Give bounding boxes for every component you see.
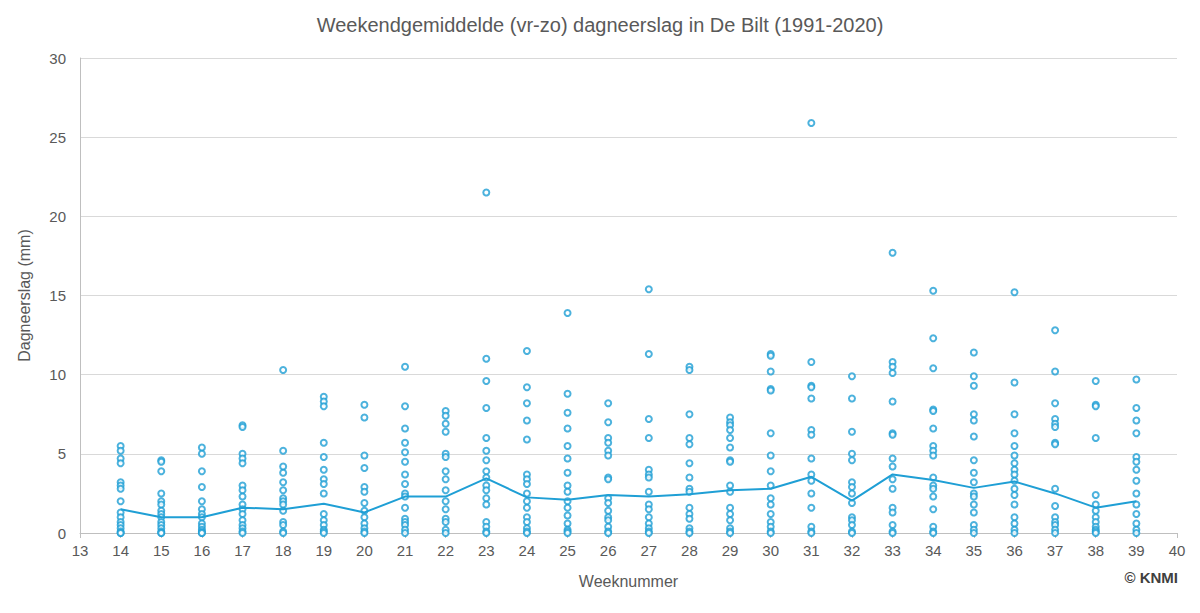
svg-text:23: 23 bbox=[478, 542, 495, 559]
svg-text:25: 25 bbox=[559, 542, 576, 559]
svg-text:10: 10 bbox=[49, 366, 66, 383]
svg-text:15: 15 bbox=[153, 542, 170, 559]
svg-text:33: 33 bbox=[884, 542, 901, 559]
svg-text:13: 13 bbox=[72, 542, 89, 559]
svg-text:21: 21 bbox=[397, 542, 414, 559]
svg-text:39: 39 bbox=[1128, 542, 1145, 559]
svg-text:24: 24 bbox=[519, 542, 536, 559]
svg-text:© KNMI: © KNMI bbox=[1124, 569, 1178, 586]
svg-text:40: 40 bbox=[1169, 542, 1186, 559]
svg-text:Dagneerslag (mm): Dagneerslag (mm) bbox=[16, 229, 33, 361]
svg-text:37: 37 bbox=[1047, 542, 1064, 559]
svg-text:20: 20 bbox=[356, 542, 373, 559]
svg-text:36: 36 bbox=[1006, 542, 1023, 559]
svg-text:15: 15 bbox=[49, 287, 66, 304]
svg-text:19: 19 bbox=[315, 542, 332, 559]
svg-text:28: 28 bbox=[681, 542, 698, 559]
svg-text:22: 22 bbox=[437, 542, 454, 559]
svg-text:0: 0 bbox=[58, 525, 66, 542]
svg-text:32: 32 bbox=[844, 542, 861, 559]
svg-text:31: 31 bbox=[803, 542, 820, 559]
svg-text:5: 5 bbox=[58, 445, 66, 462]
svg-text:26: 26 bbox=[600, 542, 617, 559]
svg-text:Weeknummer: Weeknummer bbox=[579, 573, 679, 590]
svg-text:16: 16 bbox=[194, 542, 211, 559]
svg-text:38: 38 bbox=[1087, 542, 1104, 559]
svg-text:34: 34 bbox=[925, 542, 942, 559]
svg-text:18: 18 bbox=[275, 542, 292, 559]
svg-text:25: 25 bbox=[49, 129, 66, 146]
svg-text:30: 30 bbox=[49, 50, 66, 67]
svg-text:20: 20 bbox=[49, 208, 66, 225]
svg-text:14: 14 bbox=[112, 542, 129, 559]
svg-text:27: 27 bbox=[640, 542, 657, 559]
svg-text:29: 29 bbox=[722, 542, 739, 559]
svg-text:35: 35 bbox=[966, 542, 983, 559]
svg-text:Weekendgemiddelde (vr-zo) dagn: Weekendgemiddelde (vr-zo) dagneerslag in… bbox=[317, 14, 884, 36]
svg-text:30: 30 bbox=[762, 542, 779, 559]
svg-text:17: 17 bbox=[234, 542, 251, 559]
